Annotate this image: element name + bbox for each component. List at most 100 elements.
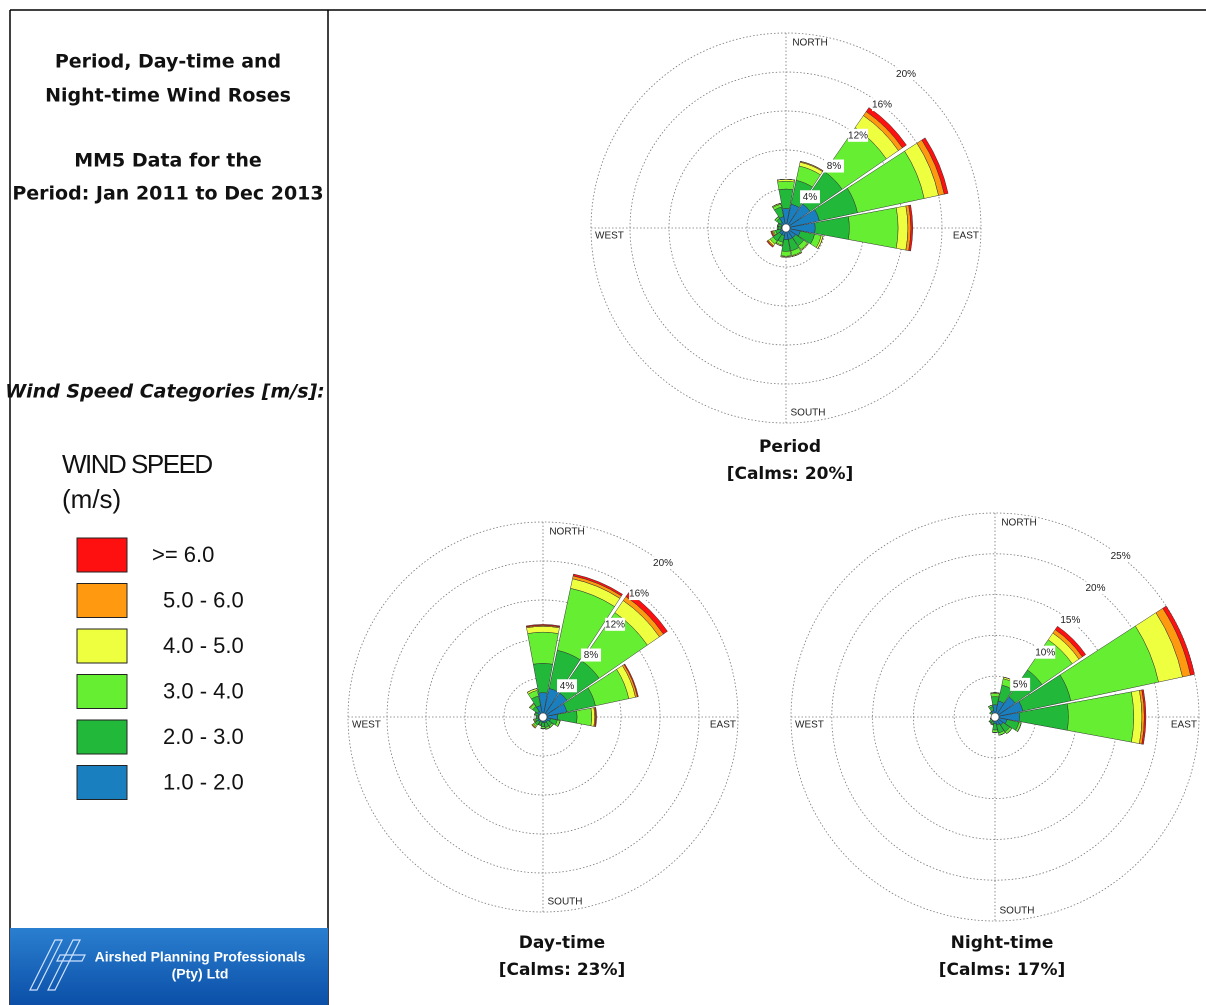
wind-segment [527, 631, 559, 665]
legend-heading: Wind Speed Categories [m/s]: [5, 381, 325, 403]
rtick-bg [653, 556, 674, 570]
wind-segment [990, 723, 994, 726]
legend-swatch [76, 628, 128, 664]
rtick-label: 16% [872, 100, 892, 111]
rtick-label: 8% [827, 161, 842, 172]
panel-subtitle: MM5 Data for the [74, 150, 262, 172]
compass-label: NORTH [792, 38, 827, 49]
legend-label: 4.0 - 5.0 [163, 633, 244, 658]
wind-segment [777, 180, 795, 190]
rtick-bg [557, 679, 578, 693]
rtick-bg [581, 648, 602, 662]
grid-ring [831, 553, 1159, 881]
wind-segment [623, 663, 639, 698]
rtick-label: 20% [1085, 583, 1105, 594]
legend-swatch [76, 674, 128, 709]
wind-segment [998, 732, 1006, 736]
wind-segment [594, 706, 597, 728]
compass-label: NORTH [549, 527, 584, 538]
rtick-label: 8% [584, 650, 599, 661]
compass-label: NORTH [1001, 518, 1036, 529]
rtick-bg [1085, 581, 1106, 595]
logo-box [10, 928, 328, 1005]
rtick-label: 15% [1060, 615, 1080, 626]
wind-segment [777, 179, 795, 181]
compass-label: EAST [1171, 720, 1197, 731]
wind-segment [865, 107, 907, 149]
legend-title: (m/s) [62, 484, 121, 514]
compass-label: EAST [710, 720, 736, 731]
rtick-label: 4% [560, 681, 575, 692]
rtick-bg [1110, 549, 1131, 563]
rtick-bg [824, 159, 845, 173]
rtick-bg [848, 128, 869, 142]
wind-segment [921, 137, 949, 195]
legend-swatch [76, 537, 128, 573]
wind-segment [1162, 605, 1195, 676]
compass-label: EAST [953, 231, 979, 242]
legend-label: 2.0 - 3.0 [163, 724, 244, 749]
compass-label: WEST [352, 720, 381, 731]
chart-title: Day-time [519, 933, 605, 953]
rtick-label: 16% [629, 589, 649, 600]
legend-swatch [76, 719, 128, 755]
logo-text: (Pty) Ltd [172, 966, 229, 982]
compass-label: WEST [795, 720, 824, 731]
wind-segment [572, 573, 623, 597]
rtick-label: 5% [1013, 679, 1028, 690]
wind-segment [801, 243, 809, 251]
legend-label: 1.0 - 2.0 [163, 769, 244, 794]
grid-ring [347, 521, 739, 913]
rtick-bg [800, 190, 821, 204]
panel-subtitle: Period: Jan 2011 to Dec 2013 [12, 183, 323, 205]
chart-title: Period [759, 437, 821, 457]
wind-segment [1141, 689, 1147, 745]
logo-icon [29, 939, 86, 991]
wind-segment [625, 592, 668, 635]
chart-title: Night-time [951, 933, 1054, 953]
rtick-label: 4% [803, 192, 818, 203]
rtick-label: 12% [605, 619, 625, 630]
rtick-bg [1035, 645, 1056, 659]
grid-ring [590, 32, 982, 424]
rtick-bg [1060, 613, 1081, 627]
wind-segment [848, 207, 899, 249]
rtick-label: 25% [1111, 551, 1131, 562]
grid-ring [425, 599, 661, 835]
wind-segment [1017, 722, 1022, 732]
legend-swatch [76, 765, 128, 800]
logo-text: Airshed Planning Professionals [95, 949, 306, 965]
wind-segment [525, 624, 561, 628]
panel-title: Night-time Wind Roses [45, 85, 291, 107]
rtick-label: 20% [896, 69, 916, 80]
chart-subtitle: [Calms: 20%] [727, 464, 854, 484]
wind-segment [1054, 625, 1087, 658]
rtick-bg [896, 67, 917, 81]
wind-segment [991, 729, 999, 733]
legend-swatch [76, 583, 128, 618]
grid-ring [386, 560, 700, 874]
legend-label: >= 6.0 [152, 542, 214, 567]
rtick-bg [629, 587, 650, 601]
calm-center [781, 223, 791, 233]
wind-segment [895, 205, 909, 251]
wind-segment [770, 230, 775, 237]
rtick-label: 12% [848, 130, 868, 141]
compass-label: SOUTH [791, 408, 826, 419]
compass-label: SOUTH [548, 897, 583, 908]
grid-ring [464, 638, 622, 796]
compass-label: SOUTH [1000, 906, 1035, 917]
rtick-label: 20% [653, 558, 673, 569]
chart-subtitle: [Calms: 23%] [499, 960, 626, 980]
panel-title: Period, Day-time and [55, 51, 281, 73]
wind-segment [576, 707, 592, 727]
grid-ring [790, 512, 1200, 922]
compass-label: WEST [595, 231, 624, 242]
wind-segment [990, 693, 1000, 698]
legend-title: WIND SPEED [62, 449, 212, 479]
wind-segment [817, 235, 824, 249]
grid-ring [629, 71, 943, 385]
rtick-bg [872, 98, 893, 112]
wind-segment [766, 240, 774, 248]
